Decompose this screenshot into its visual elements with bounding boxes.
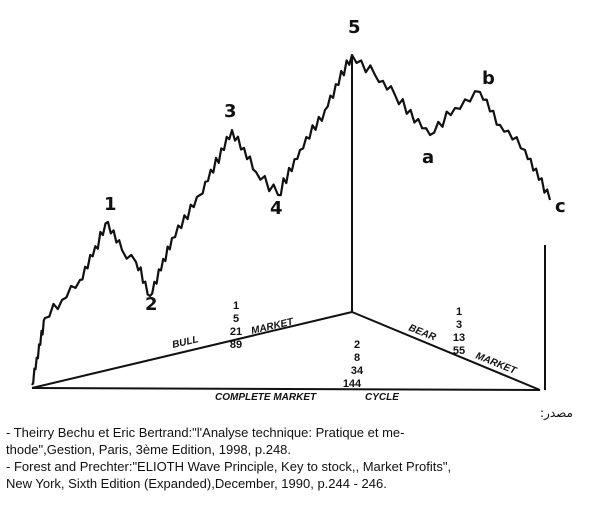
bear-counts: 1 3 13 55 xyxy=(453,306,465,357)
price-wave-path xyxy=(31,53,552,386)
bull-count: 21 xyxy=(230,326,242,338)
wave-label-a: a xyxy=(422,147,434,168)
bull-market-axis xyxy=(31,311,353,389)
cycle-counts: 2 8 34 144 xyxy=(343,339,364,390)
cycle-count: 144 xyxy=(343,378,362,390)
source-line-1: - Theirry Bechu et Eric Bertrand:"l'Anal… xyxy=(6,425,405,440)
wave-label-4: 4 xyxy=(270,198,283,219)
wave-label-1: 1 xyxy=(104,194,117,215)
source-line-2: thode",Gestion, Paris, 3ème Edition, 199… xyxy=(6,442,292,457)
bull-market-label: MARKET xyxy=(250,316,295,337)
bull-count: 89 xyxy=(230,339,242,351)
bear-market-label: MARKET xyxy=(474,351,519,378)
bear-market-axis xyxy=(351,311,541,391)
wave-label-c: c xyxy=(555,196,566,217)
cycle-count: 34 xyxy=(351,365,364,377)
source-line-3: - Forest and Prechter:"ELIOTH Wave Princ… xyxy=(6,459,452,474)
cycle-count: 2 xyxy=(354,339,360,351)
wave-label-5: 5 xyxy=(348,17,361,38)
bear-count: 3 xyxy=(456,319,462,331)
bull-count: 1 xyxy=(233,300,239,312)
source-line-4: New York, Sixth Edition (Expanded),Decem… xyxy=(6,476,387,491)
bear-count: 1 xyxy=(456,306,462,318)
elliott-wave-diagram: 1 2 3 4 5 a b c BULL MARKET BEAR MARKET … xyxy=(31,17,566,403)
cycle-frame xyxy=(31,55,546,391)
bull-count: 5 xyxy=(233,313,239,325)
bear-count: 13 xyxy=(453,332,465,344)
wave-label-2: 2 xyxy=(145,294,158,315)
cycle-label: COMPLETE MARKET xyxy=(215,392,317,403)
bear-count: 55 xyxy=(453,345,465,357)
cycle-count: 8 xyxy=(354,352,360,364)
source-title: مصدر: xyxy=(540,406,573,420)
bull-counts: 1 5 21 89 xyxy=(230,300,242,351)
wave-label-b: b xyxy=(482,68,495,89)
cycle-base-line xyxy=(31,387,541,391)
wave-label-3: 3 xyxy=(224,101,237,122)
cycle-label-cycle: CYCLE xyxy=(365,392,399,403)
